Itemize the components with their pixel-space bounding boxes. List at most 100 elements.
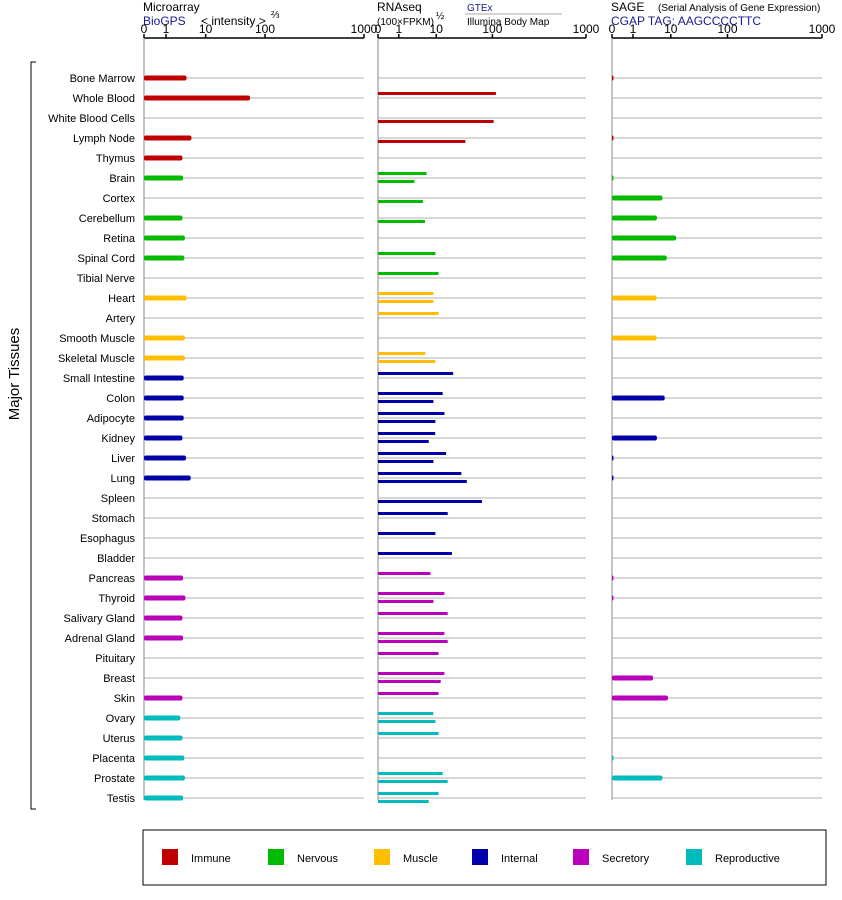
sage-tick-label-100: 100	[717, 22, 737, 36]
legend-swatch-internal	[472, 849, 488, 865]
bar-microarray-thymus	[144, 155, 183, 161]
rnaseq-source-gtex: GTEx	[467, 3, 493, 14]
tissue-label-heart: Heart	[108, 293, 135, 305]
sage-tag: CGAP TAG: AAGCCCCTTC	[611, 14, 761, 28]
microarray-unit: < intensity >	[201, 14, 266, 28]
bar-microarray-adipocyte	[144, 415, 184, 421]
rnaseq-axis: 0 1 10 100 1000	[375, 22, 600, 800]
bar-microarray-pancreas	[144, 575, 184, 581]
bar-sage-lymph-node	[612, 135, 614, 141]
bar-illumina-lung	[378, 480, 467, 483]
tissue-label-stomach: Stomach	[92, 513, 135, 525]
bar-gtex-spinal-cord	[378, 252, 436, 255]
tissue-label-thyroid: Thyroid	[98, 593, 135, 605]
legend-item-muscle: Muscle	[374, 849, 438, 865]
bar-illumina-white-blood-cells	[378, 120, 494, 123]
major-tissues-bracket: Major Tissues	[6, 61, 36, 810]
bar-microarray-heart	[144, 295, 187, 301]
bar-gtex-lung	[378, 472, 462, 475]
bar-sage-retina	[612, 235, 677, 241]
microarray-unit-exponent: ⅔	[271, 10, 280, 21]
legend-item-reproductive: Reproductive	[686, 849, 780, 865]
legend-swatch-reproductive	[686, 849, 702, 865]
bar-sage-spinal-cord	[612, 255, 667, 261]
bar-microarray-adrenal-gland	[144, 635, 184, 641]
legend-item-immune: Immune	[162, 849, 231, 865]
bar-sage-smooth-muscle	[612, 335, 657, 341]
tissue-label-spleen: Spleen	[101, 493, 135, 505]
bar-gtex-salivary-gland	[378, 612, 448, 615]
tissue-label-kidney: Kidney	[101, 433, 135, 445]
rnaseq-title: RNAseq	[377, 0, 422, 14]
rnaseq-unit: (100×FPKM)	[377, 17, 434, 28]
bar-microarray-lymph-node	[144, 135, 192, 141]
bar-microarray-lung	[144, 475, 191, 481]
legend-label-muscle: Muscle	[403, 853, 438, 865]
microarray-axis: 0 1 10 100 1000	[141, 22, 378, 800]
bar-gtex-skeletal-muscle	[378, 352, 426, 355]
bar-microarray-retina	[144, 235, 185, 241]
tissue-label-adrenal-gland: Adrenal Gland	[65, 633, 135, 645]
tissue-label-ovary: Ovary	[106, 713, 136, 725]
tissue-label-whole-blood: Whole Blood	[73, 93, 135, 105]
tissue-label-cerebellum: Cerebellum	[79, 213, 135, 225]
bar-gtex-esophagus	[378, 532, 436, 535]
tissue-label-thymus: Thymus	[96, 153, 136, 165]
tissue-label-prostate: Prostate	[94, 773, 135, 785]
bar-gtex-whole-blood	[378, 92, 496, 95]
bar-illumina-adipocyte	[378, 420, 436, 423]
bar-gtex-stomach	[378, 512, 448, 515]
bar-microarray-salivary-gland	[144, 615, 183, 621]
tissue-label-placenta: Placenta	[92, 753, 136, 765]
bar-gtex-testis	[378, 792, 439, 795]
legend-swatch-muscle	[374, 849, 390, 865]
bar-illumina-cortex	[378, 200, 423, 203]
bar-gtex-breast	[378, 672, 445, 675]
bar-gtex-prostate	[378, 772, 443, 775]
bar-microarray-thyroid	[144, 595, 186, 601]
tissue-label-bladder: Bladder	[97, 553, 135, 565]
bar-gtex-thyroid	[378, 592, 445, 595]
tissue-label-breast: Breast	[103, 673, 135, 685]
bar-gtex-kidney	[378, 432, 436, 435]
bars-layer	[144, 75, 677, 803]
microarray-tick-label-1: 1	[163, 22, 170, 36]
bar-microarray-brain	[144, 175, 184, 181]
grid-layer	[144, 77, 822, 799]
tissue-label-small-intestine: Small Intestine	[63, 373, 135, 385]
bar-microarray-small-intestine	[144, 375, 184, 381]
bar-gtex-tibial-nerve	[378, 272, 439, 275]
bar-sage-kidney	[612, 435, 657, 441]
tissue-label-artery: Artery	[106, 313, 136, 325]
bar-illumina-breast	[378, 680, 441, 683]
bar-gtex-colon	[378, 392, 443, 395]
tissue-label-esophagus: Esophagus	[80, 533, 136, 545]
bar-sage-cerebellum	[612, 215, 657, 221]
bar-sage-placenta	[612, 755, 614, 761]
microarray-tick-label-10: 10	[199, 22, 213, 36]
bar-sage-prostate	[612, 775, 663, 781]
bar-microarray-placenta	[144, 755, 185, 761]
tissue-labels: Bone Marrow Whole Blood White Blood Cells L…	[48, 73, 136, 805]
legend-label-secretory: Secretory	[602, 853, 650, 865]
bar-microarray-spinal-cord	[144, 255, 185, 261]
bar-microarray-bone-marrow	[144, 75, 187, 81]
tissue-label-smooth-muscle: Smooth Muscle	[59, 333, 135, 345]
rnaseq-tick-label-10: 10	[430, 22, 444, 36]
tissue-label-salivary-gland: Salivary Gland	[63, 613, 135, 625]
bar-gtex-skin	[378, 692, 439, 695]
bar-gtex-adipocyte	[378, 412, 445, 415]
bar-gtex-heart	[378, 292, 434, 295]
rnaseq-source-illumina: Illumina Body Map	[467, 17, 550, 28]
legend-item-nervous: Nervous	[268, 849, 338, 865]
bar-illumina-testis	[378, 800, 429, 803]
bar-sage-bone-marrow	[612, 75, 614, 81]
bar-microarray-colon	[144, 395, 184, 401]
bar-sage-breast	[612, 675, 654, 681]
tissue-label-testis: Testis	[107, 793, 136, 805]
legend-swatch-immune	[162, 849, 178, 865]
tissue-label-white-blood-cells: White Blood Cells	[48, 113, 135, 125]
bar-microarray-skeletal-muscle	[144, 355, 185, 361]
